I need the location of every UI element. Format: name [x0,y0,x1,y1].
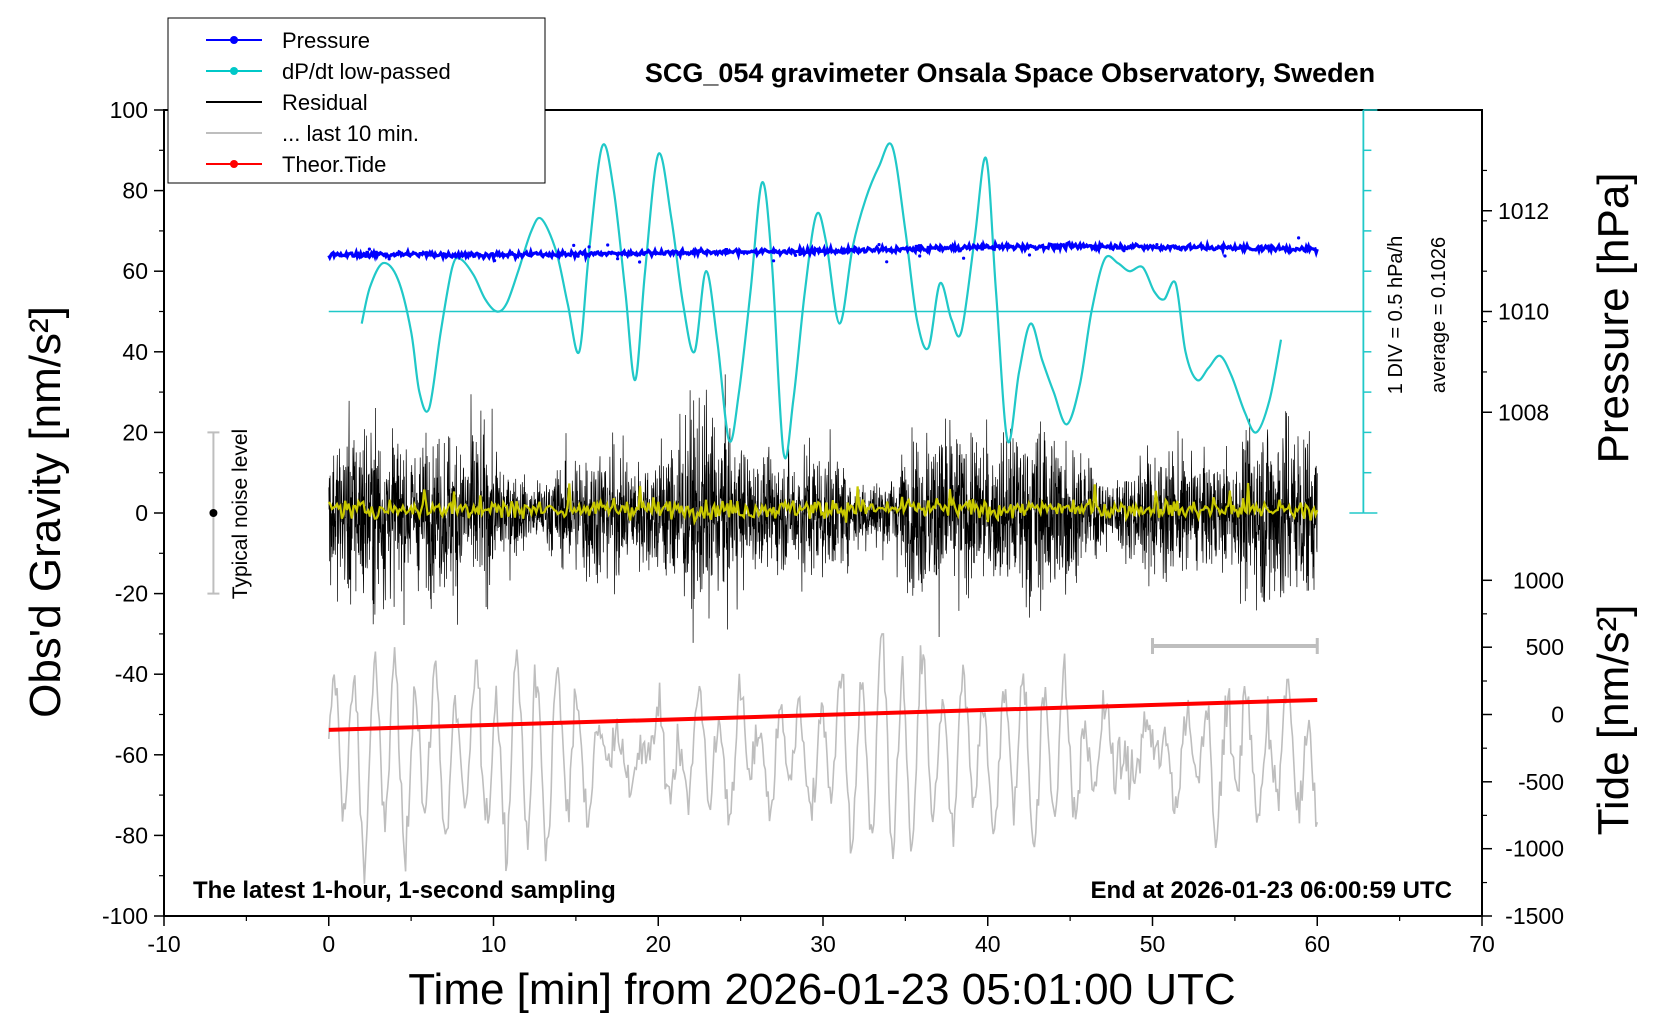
x-tick-label: -10 [147,931,180,957]
pressure-outlier-dot [1223,254,1227,258]
y-tick-label: -80 [115,822,148,848]
annotations [207,431,1319,654]
y-tick-label: -100 [102,903,148,929]
residual-lowpass-line [327,482,1319,526]
x-tick-label: 0 [322,931,335,957]
y-tick-label: 0 [135,500,148,526]
pressure-outlier-dot [1155,243,1159,247]
last10-series [328,633,1319,884]
pressure-outlier-dot [638,260,642,264]
y-tick-label: 80 [122,178,148,204]
y-axis-title-left: Obs'd Gravity [nm/s²] [21,306,70,718]
residual-series [328,374,1318,643]
legend-marker [230,36,238,44]
x-tick-label: 30 [810,931,836,957]
legend-label: Pressure [282,28,370,53]
chart-title: SCG_054 gravimeter Onsala Space Observat… [645,58,1375,88]
y-tick-label: -20 [115,581,148,607]
legend-entries: Pressure dP/dt low-passed Residual ... last… [206,28,451,177]
legend-label: ... last 10 min. [282,121,419,146]
tide-tick-label: 1000 [1513,567,1564,593]
y-tick-label: 60 [122,258,148,284]
residual-line [328,374,1318,643]
legend-label: dP/dt low-passed [282,59,451,84]
x-axis-title: Time [min] from 2026-01-23 05:01:00 UTC [408,965,1235,1014]
residual-lowpass-series [327,482,1319,526]
axes: -10 0 10 20 30 40 50 60 70-100-80-60-40-20020406… [102,97,1564,957]
tide-tick-label: 500 [1526,634,1564,660]
tide-tick-label: -500 [1518,769,1564,795]
y-axis-title-pressure: Pressure [hPa] [1589,172,1638,463]
pressure-outlier-dot [885,260,889,264]
footer-right-note: End at 2026-01-23 06:00:59 UTC [1091,877,1453,904]
x-tick-label: 60 [1304,931,1330,957]
noise-level-dot [209,509,218,517]
pressure-outlier-dot [387,257,391,261]
legend-label: Theor.Tide [282,152,386,177]
tide-series [328,697,1318,732]
pressure-line [327,238,1319,264]
pressure-series [327,236,1319,264]
tide-tick-label: -1000 [1505,836,1564,862]
pressure-outlier-dot [1027,253,1032,257]
y-tick-label: -40 [115,661,148,687]
pressure-outlier-dot [587,245,591,249]
y-tick-label: 40 [122,339,148,365]
tide-line [328,697,1318,732]
pressure-outlier-dot [772,259,776,263]
x-tick-label: 10 [481,931,507,957]
y-tick-label: 100 [110,97,148,123]
noise-level-label: Typical noise level [229,429,252,599]
legend-marker [230,67,238,75]
pressure-outlier-dot [962,256,966,260]
x-tick-label: 70 [1469,931,1495,957]
legend-label: Residual [282,90,368,115]
pressure-tick-label: 1010 [1498,299,1549,325]
legend-marker [230,160,238,168]
legend-box [167,17,546,184]
y-axis-title-tide: Tide [nm/s²] [1589,605,1638,836]
x-tick-label: 50 [1140,931,1166,957]
footer-left-note: The latest 1-hour, 1-second sampling [193,877,616,904]
x-tick-label: 20 [645,931,671,957]
tide-tick-label: -1500 [1505,903,1564,929]
pressure-tick-label: 1008 [1498,399,1549,425]
pressure-outlier-dot [367,247,371,251]
dpdt-div-label: 1 DIV = 0.5 hPa/h [1385,236,1407,394]
pressure-outlier-dot [918,254,922,258]
pressure-outlier-dot [1297,236,1301,240]
y-tick-label: -60 [115,742,148,768]
dpdt-line [360,142,1283,460]
pressure-outlier-dot [606,243,610,247]
tide-tick-label: 0 [1551,702,1564,728]
pressure-outlier-dot [572,243,576,247]
y-tick-label: 20 [122,419,148,445]
pressure-tick-label: 1012 [1498,198,1549,224]
pressure-outlier-dot [877,243,881,247]
pressure-outlier-dot [616,257,620,261]
last10-line [328,633,1319,884]
dpdt-average-label: average = 0.1026 [1428,237,1450,393]
dpdt-series [328,109,1378,514]
x-tick-label: 40 [975,931,1001,957]
legend: Pressure dP/dt low-passed Residual ... last… [167,17,546,184]
